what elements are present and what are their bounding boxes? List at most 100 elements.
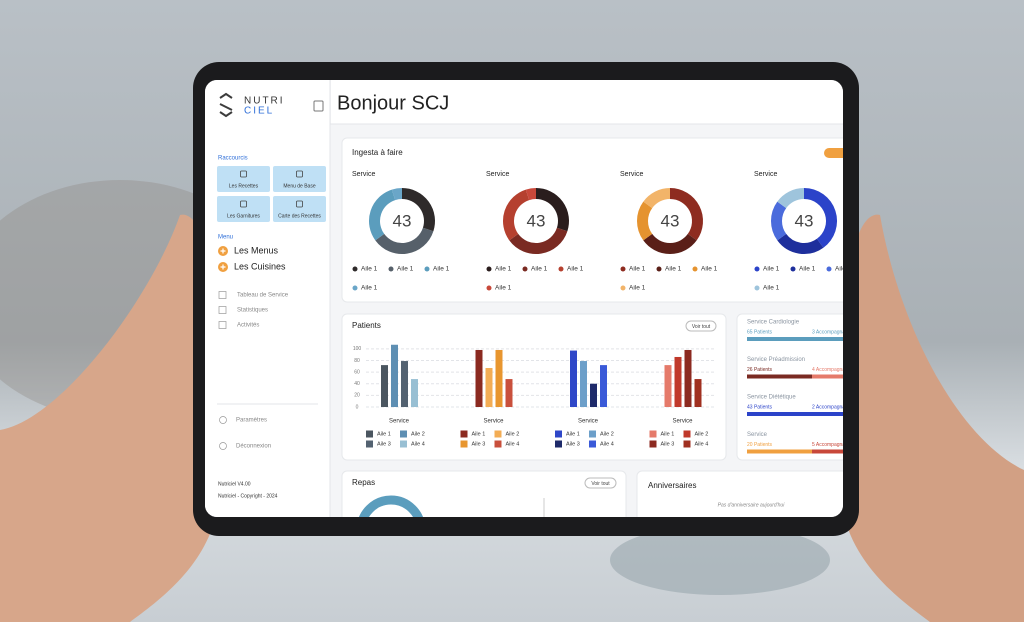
legend-label: Aile 1 [566,431,580,437]
legend-label: Aile 1 [495,266,512,273]
donut-segment [503,189,530,241]
legend-label: Aile 2 [411,431,425,437]
legend-swatch [555,430,562,438]
x-tick-label: Service [578,419,599,425]
shortcut-button[interactable] [217,196,270,222]
collapse-button[interactable] [313,100,324,112]
stethoscope [610,525,830,595]
legend-label: Aile 1 [629,285,646,292]
shortcut-button[interactable] [273,196,326,222]
donut-segment [643,233,697,254]
legend-label: Aile 1 [799,266,816,273]
legend-label: Aile 4 [411,441,425,447]
donut-segment [369,189,396,241]
legend-label: Aile 3 [566,441,580,447]
service-bar [747,449,812,454]
bar [401,361,408,407]
section-title: Raccourcis [218,156,248,162]
shortcut-button[interactable] [217,166,270,192]
bar [495,349,503,407]
donut-label: Service [754,171,777,178]
bar [485,368,493,407]
menu-item[interactable]: Les Cuisines [234,261,286,271]
logo-text: NUTRI [244,96,285,107]
view-all-label[interactable]: Voir tout [591,481,610,487]
donut-segment [525,188,537,201]
shortcut-icon [240,170,247,178]
shortcut-label[interactable]: Les Recettes [229,183,259,189]
right-hand [845,214,1024,622]
service-patients: 26 Patients [747,367,773,373]
donut-segment [777,233,824,254]
legend-swatch [494,430,502,438]
legend-label: Aile 1 [835,266,852,273]
legend-swatch [400,430,407,438]
legend-label: Aile 1 [567,266,584,273]
header [331,80,843,124]
legend-label: Aile 4 [506,441,520,447]
bar [590,383,597,407]
logo-text: CIEL [244,106,274,117]
section-title: Menu [218,235,233,241]
bar [674,356,682,407]
legend-dot [558,266,564,272]
bar [505,379,513,407]
nav-item[interactable]: Tableau de Service [237,293,289,299]
legend-label: Aile 1 [763,285,780,292]
legend-label: Aile 1 [661,431,675,437]
service-companions: 5 Accompagnants [812,442,852,448]
legend-dot [754,285,760,291]
view-all-button[interactable] [584,477,617,489]
legend-swatch [400,440,407,448]
donut-total: 43 [393,211,412,230]
legend-dot [352,266,358,272]
nav-icon [218,291,227,299]
bar [570,350,577,407]
legend-label: Aile 1 [665,266,682,273]
donut-segment [777,188,805,209]
service-companions: 2 Accompagnants [812,404,852,410]
y-tick-label: 100 [353,346,362,352]
view-all-label[interactable]: Voir tout [692,324,711,330]
nav-item[interactable]: Statistiques [237,308,268,314]
legend-swatch [366,440,373,448]
service-name: Service [747,432,768,438]
legend-label: Aile 1 [495,285,512,292]
legend-swatch [649,440,657,448]
service-companions: 4 Accompagnants [812,367,852,373]
nav-item[interactable]: Activités [237,323,259,329]
shortcut-label[interactable]: Carte des Recettes [278,213,321,219]
version: Nutriciel V4.00 [218,481,251,487]
bar [600,365,607,407]
nav-icon [219,442,227,450]
donut-segment [509,227,568,254]
service-patients: 43 Patients [747,404,773,410]
legend-dot [620,266,626,272]
menu-item[interactable]: Les Menus [234,245,279,255]
ingesta-card [341,137,843,303]
service-bar [812,374,843,379]
legend-label: Aile 1 [433,266,450,273]
menu-icon-plus [220,248,226,254]
shortcut-label[interactable]: Menu de Base [283,183,315,189]
bar [580,361,587,407]
nav-item[interactable]: Déconnexion [236,444,271,450]
shortcut-label[interactable]: Les Garnitures [227,213,260,219]
view-all-button[interactable] [685,320,717,332]
legend-swatch [589,440,596,448]
shortcut-icon [296,200,303,208]
view-all-button[interactable] [824,148,854,158]
legend-swatch [555,440,562,448]
legend-dot [826,266,832,272]
legend-label: Aile 4 [600,441,614,447]
legend-label: Aile 2 [695,431,709,437]
legend-swatch [649,430,657,438]
shortcut-button[interactable] [273,166,326,192]
service-name: Service Cardiologie [747,320,800,326]
legend-dot [352,285,358,291]
legend-dot [754,266,760,272]
nav-item[interactable]: Paramètres [236,418,267,424]
legend-swatch [683,440,691,448]
y-tick-label: 80 [354,358,360,364]
